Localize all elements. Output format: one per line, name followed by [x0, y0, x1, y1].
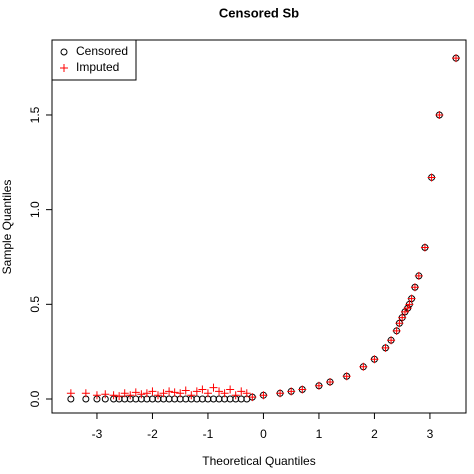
point [392, 326, 401, 335]
point [181, 386, 190, 395]
point [395, 319, 404, 328]
x-tick-label: 0 [260, 427, 267, 441]
point [109, 391, 118, 400]
legend-label: Censored [76, 44, 128, 58]
x-axis-label: Theoretical Quantiles [202, 454, 315, 468]
point [276, 389, 285, 398]
point [165, 387, 174, 396]
y-tick-label: 0.5 [28, 296, 42, 313]
chart-title: Censored Sb [219, 5, 299, 20]
point [410, 283, 419, 292]
point [387, 336, 396, 345]
point [66, 389, 75, 398]
legend-marker [60, 48, 68, 56]
legend-marker [60, 64, 68, 72]
point [259, 391, 268, 400]
point [248, 393, 257, 402]
x-tick-label: -1 [203, 427, 214, 441]
point [215, 387, 224, 396]
point [81, 389, 90, 398]
point [342, 372, 351, 381]
point [381, 343, 390, 352]
point [101, 390, 110, 399]
point [370, 355, 379, 364]
point [159, 389, 168, 398]
point [314, 381, 323, 390]
point [142, 389, 151, 398]
point [326, 377, 335, 386]
point [203, 389, 212, 398]
point [209, 383, 218, 392]
point [427, 173, 436, 182]
point [407, 294, 416, 303]
point [131, 388, 140, 397]
plot-frame [51, 39, 467, 414]
point [298, 385, 307, 394]
y-tick-label: 0.0 [28, 390, 42, 407]
point [452, 54, 461, 63]
point [153, 391, 162, 400]
y-axis-label: Sample Quantiles [0, 180, 14, 275]
point [403, 304, 412, 313]
point [176, 389, 185, 398]
point [126, 391, 135, 400]
point [120, 389, 129, 398]
point [414, 271, 423, 280]
point [148, 387, 157, 396]
x-tick-label: 2 [371, 427, 378, 441]
point [226, 385, 235, 394]
point [435, 110, 444, 119]
point [359, 362, 368, 371]
legend-label: Imputed [76, 60, 119, 74]
point [137, 390, 146, 399]
point [398, 313, 407, 322]
point [187, 391, 196, 400]
legend-box [51, 39, 137, 81]
point [231, 391, 240, 400]
x-tick-label: 3 [427, 427, 434, 441]
point [170, 388, 179, 397]
point [287, 387, 296, 396]
point [115, 392, 124, 401]
y-tick-label: 1.0 [28, 201, 42, 218]
point [405, 300, 414, 309]
point [198, 385, 207, 394]
y-tick-label: 1.5 [28, 106, 42, 123]
point [420, 243, 429, 252]
x-tick-label: 1 [316, 427, 323, 441]
x-tick-label: -2 [147, 427, 158, 441]
point [220, 389, 229, 398]
point [237, 387, 246, 396]
point [242, 389, 251, 398]
point [92, 391, 101, 400]
point [192, 387, 201, 396]
x-tick-label: -3 [92, 427, 103, 441]
